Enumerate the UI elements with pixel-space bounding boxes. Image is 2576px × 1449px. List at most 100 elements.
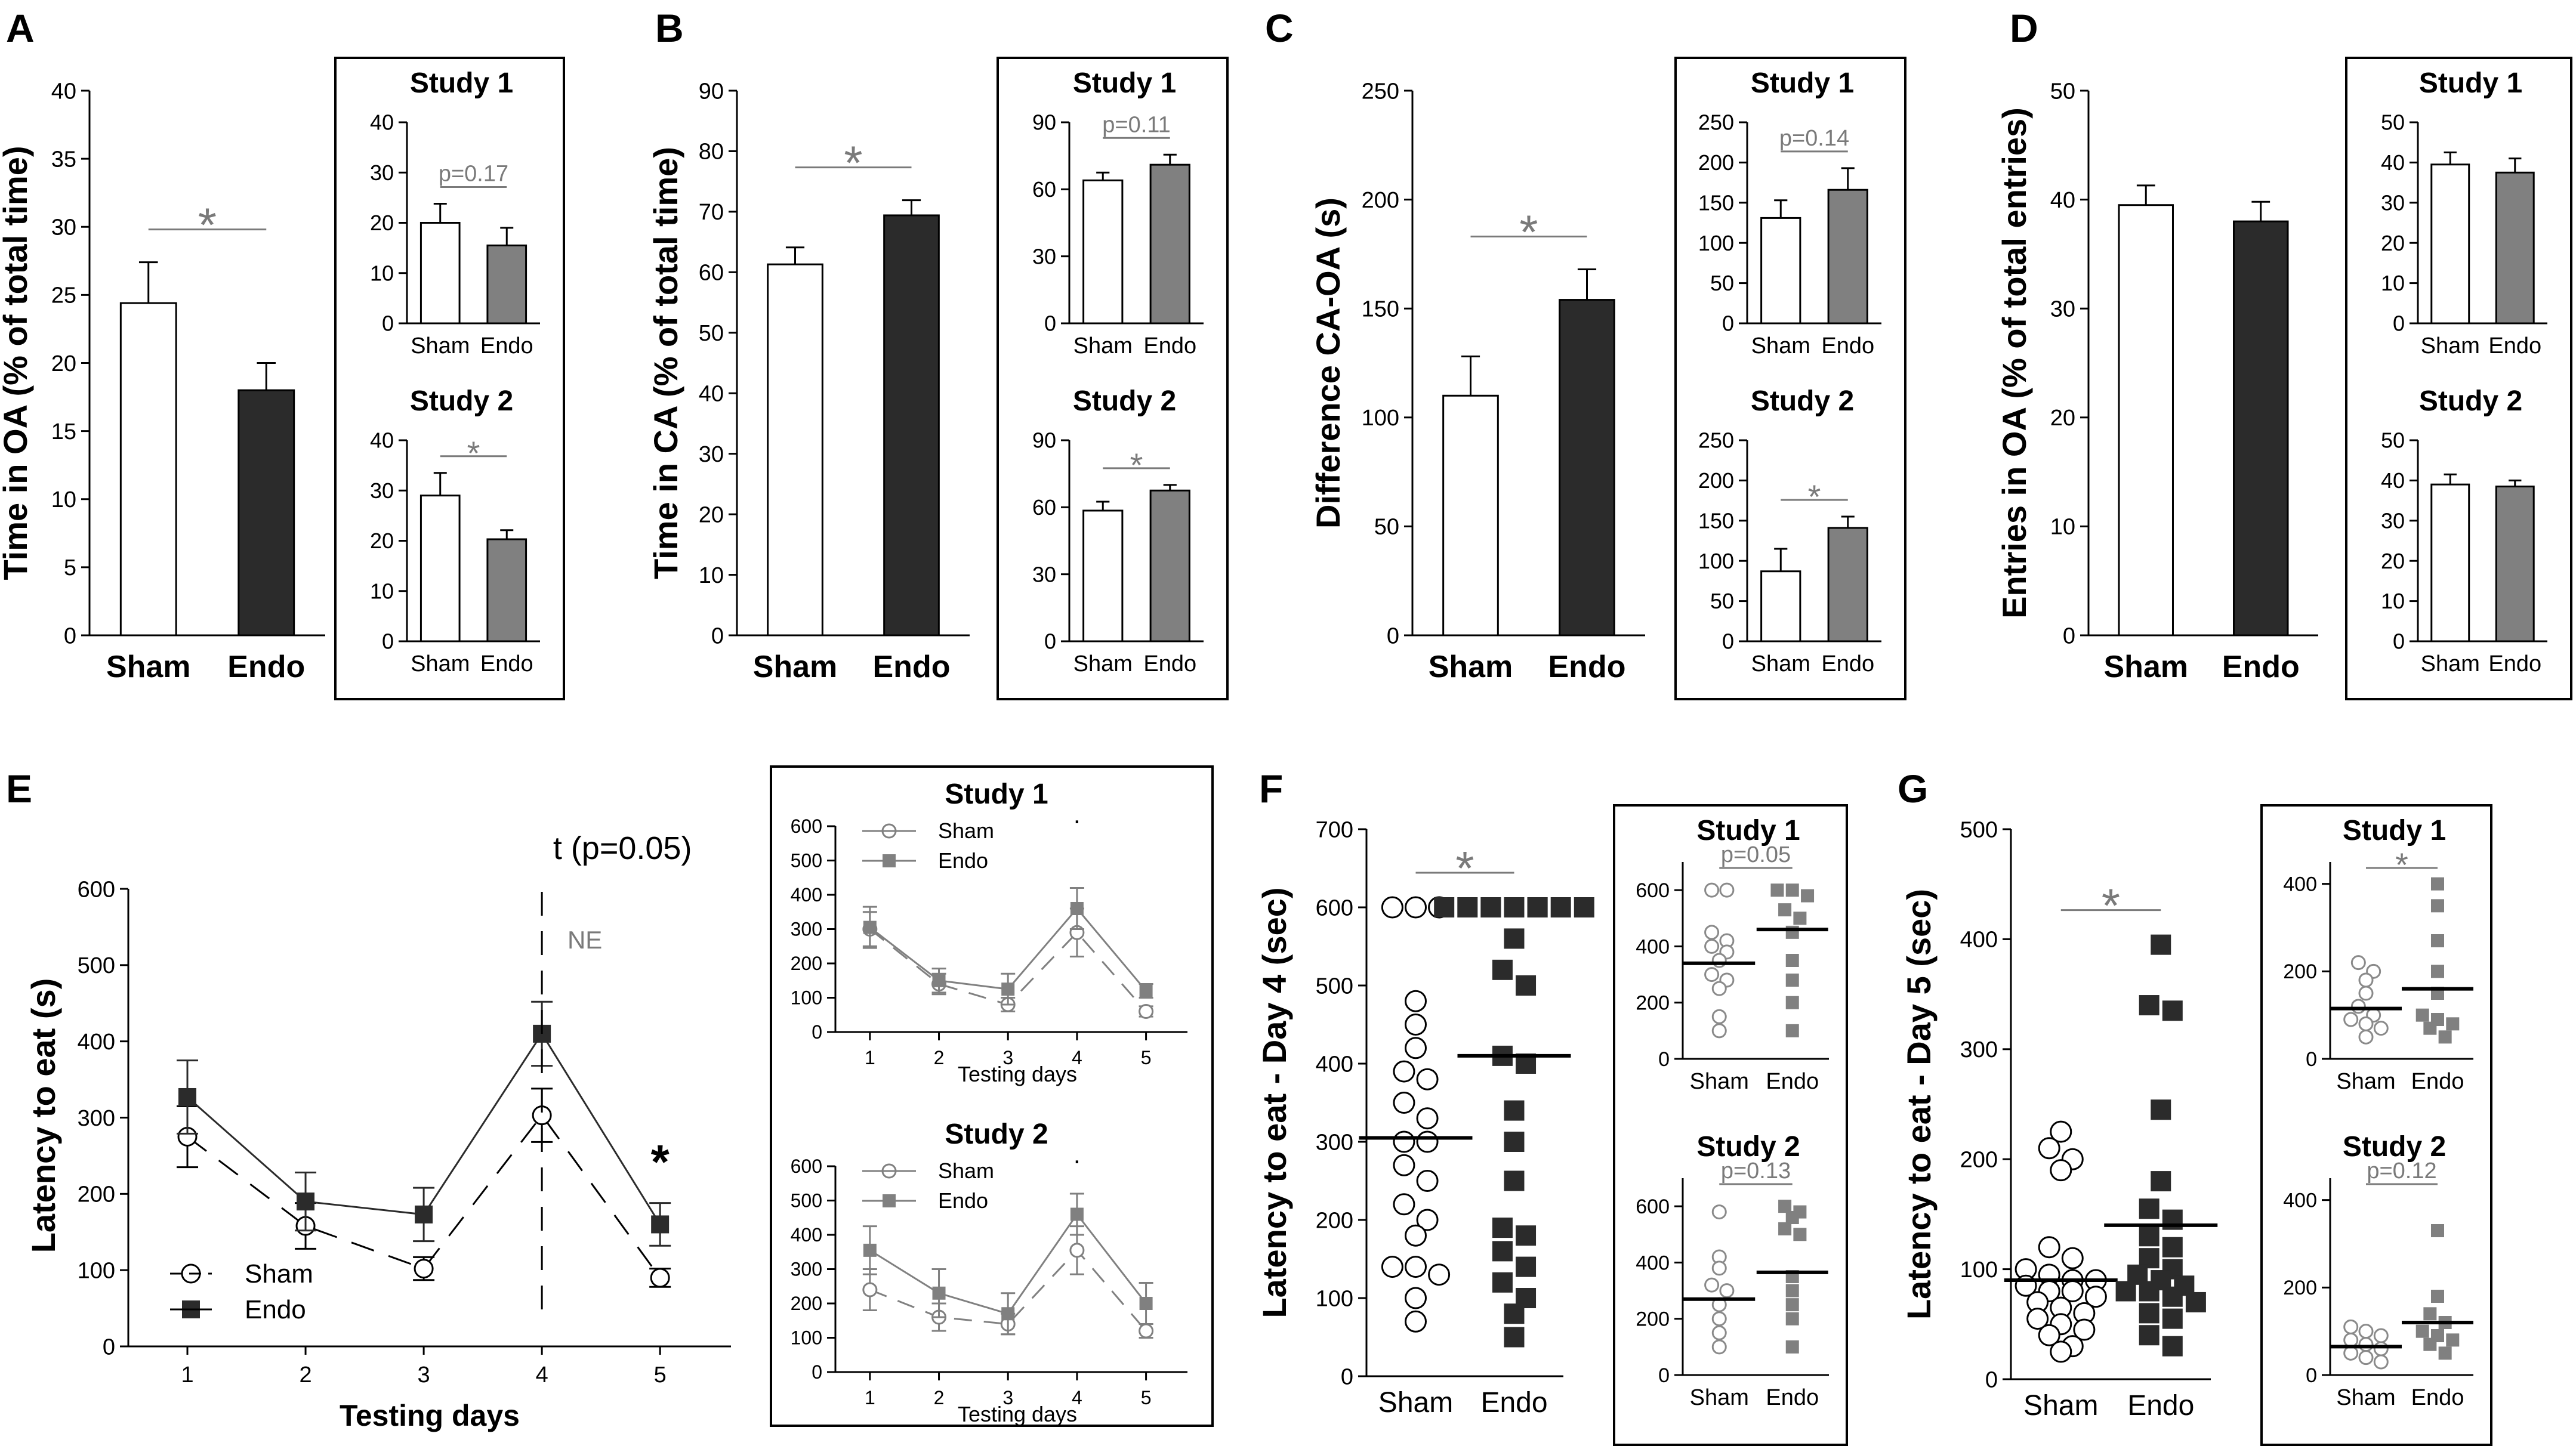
- legend-label-endo: Endo: [938, 848, 988, 873]
- main-y-tick-label: 10: [2050, 515, 2075, 540]
- main-y-tick-label: 5: [64, 555, 76, 580]
- main-point-endo: [2162, 1286, 2183, 1307]
- inset-point-sham: [2343, 1345, 2359, 1361]
- inset-category-label: Endo: [1766, 1069, 1819, 1094]
- main-y-tick-label: 500: [1316, 974, 1353, 999]
- main-bar-sham: [767, 263, 823, 637]
- main-y-tick-label: 300: [78, 1106, 115, 1131]
- inset-point-sham: [862, 1282, 878, 1297]
- main-y-tick-label: 500: [78, 953, 115, 978]
- inset-y-tick-label: 100: [791, 987, 822, 1009]
- inset-category-label: Endo: [2488, 651, 2541, 676]
- inset-study-1: Study 1 0 30 60 90 Sham Endo p=0.11: [1032, 67, 1204, 359]
- inset-y-tick-label: 600: [1636, 879, 1670, 902]
- inset-point-endo: [1793, 912, 1807, 925]
- inset-x-tick-label: 2: [934, 1047, 945, 1068]
- inset-y-tick-label: 10: [2381, 271, 2405, 295]
- inset-point-endo: [1793, 1228, 1807, 1241]
- main-point-endo: [2162, 1237, 2183, 1258]
- inset-point-sham: [2343, 1319, 2359, 1334]
- inset-y-tick-label: 0: [1044, 629, 1056, 654]
- inset-point-sham: [1704, 882, 1720, 898]
- main-point-endo: [1504, 928, 1525, 949]
- inset-y-tick-label: 0: [2306, 1048, 2317, 1071]
- inset-point-endo: [863, 1243, 877, 1257]
- inset-y-tick-label: 30: [2381, 190, 2405, 215]
- main-y-tick-label: 300: [1316, 1130, 1353, 1155]
- inset-x-tick-label: 2: [934, 1387, 945, 1408]
- main-significance: *: [1455, 842, 1474, 895]
- main-point-endo: [1504, 1132, 1525, 1152]
- main-y-tick-label: 40: [2050, 188, 2075, 213]
- y-axis-label: Difference CA-OA (s): [1309, 197, 1347, 529]
- main-point-sham: [2050, 1159, 2072, 1182]
- main-y-tick-label: 0: [103, 1334, 115, 1360]
- main-point-sham: [1393, 1092, 1415, 1114]
- inset-y-tick-label: 0: [2306, 1364, 2317, 1387]
- main-y-tick-label: 90: [699, 79, 724, 104]
- panel-label: B: [655, 6, 684, 50]
- inset-point-endo: [1770, 883, 1784, 897]
- x-axis-label: Testing days: [340, 1399, 520, 1432]
- inset-y-tick-label: 500: [791, 1190, 822, 1212]
- inset-title: Study 1: [1073, 67, 1176, 99]
- main-point-sham: [2061, 1247, 2084, 1269]
- inset-y-tick-label: 200: [1636, 992, 1670, 1015]
- main-x-tick-label: 1: [181, 1363, 193, 1388]
- inset-point-sham: [2358, 972, 2374, 988]
- inset-point-endo: [2431, 1224, 2444, 1237]
- main-point-sham: [2050, 1120, 2072, 1143]
- main-bar-sham: [119, 302, 177, 637]
- inset-title: Study 1: [2343, 815, 2446, 846]
- main-y-tick-label: 30: [699, 442, 724, 467]
- main-point-sham: [2038, 1236, 2060, 1259]
- inset-point-sham: [1719, 882, 1735, 898]
- y-axis-label: Time in CA (% of total time): [647, 147, 684, 579]
- main-bar-endo: [237, 389, 295, 637]
- main-point-sham: [1405, 1310, 1427, 1333]
- inset-y-tick-label: 200: [791, 953, 822, 974]
- main-point-endo: [1516, 1256, 1537, 1277]
- main-point-sham: [1405, 896, 1427, 919]
- inset-y-tick-label: 40: [2381, 468, 2405, 493]
- inset-point-endo: [1801, 889, 1815, 903]
- inset-point-sham: [1711, 1311, 1727, 1327]
- inset-title: Study 1: [2419, 67, 2522, 99]
- main-y-tick-label: 250: [1362, 79, 1399, 104]
- inset-x-tick-label: 1: [865, 1387, 875, 1408]
- inset-title: Study 2: [410, 385, 513, 417]
- inset-point-endo: [1001, 983, 1015, 996]
- inset-point-sham: [1704, 1277, 1720, 1293]
- inset-point-endo: [932, 974, 946, 987]
- inset-y-tick-label: 0: [1658, 1364, 1670, 1387]
- significance-day5: *: [651, 1135, 670, 1188]
- main-point-sham: [1393, 1193, 1415, 1216]
- inset-y-tick-label: 200: [1636, 1308, 1670, 1331]
- inset-x-tick-label: 5: [1141, 1387, 1152, 1408]
- inset-y-tick-label: 20: [2381, 231, 2405, 255]
- legend-label-sham: Sham: [938, 818, 994, 843]
- main-point-endo: [178, 1087, 197, 1106]
- main-point-endo: [1492, 1241, 1513, 1262]
- legend-label-endo: Endo: [245, 1295, 306, 1324]
- main-y-tick-label: 100: [1960, 1258, 1998, 1283]
- main-category-label: Sham: [2023, 1390, 2098, 1422]
- main-y-tick-label: 100: [1316, 1286, 1353, 1311]
- inset-significance: p=0.12: [2367, 1158, 2436, 1184]
- inset-category-label: Endo: [2411, 1385, 2464, 1410]
- inset-title: Study 1: [945, 778, 1048, 810]
- main-category-label: Endo: [1480, 1387, 1547, 1419]
- main-x-tick-label: 3: [418, 1363, 430, 1388]
- inset-category-label: Sham: [2421, 333, 2480, 359]
- main-point-endo: [1492, 959, 1513, 980]
- inset-category-label: Sham: [1751, 651, 1810, 676]
- inset-y-tick-label: 600: [1636, 1195, 1670, 1218]
- legend-label-endo: Endo: [938, 1188, 988, 1213]
- main-point-endo: [2139, 995, 2159, 1016]
- main-x-tick-label: 2: [299, 1363, 311, 1388]
- inset-study-1: Study 1 0 200 400 Sham Endo *: [2283, 815, 2473, 1094]
- inset-point-endo: [2446, 1333, 2460, 1347]
- inset-point-endo: [1778, 1222, 1792, 1235]
- inset-point-sham: [1719, 1283, 1735, 1299]
